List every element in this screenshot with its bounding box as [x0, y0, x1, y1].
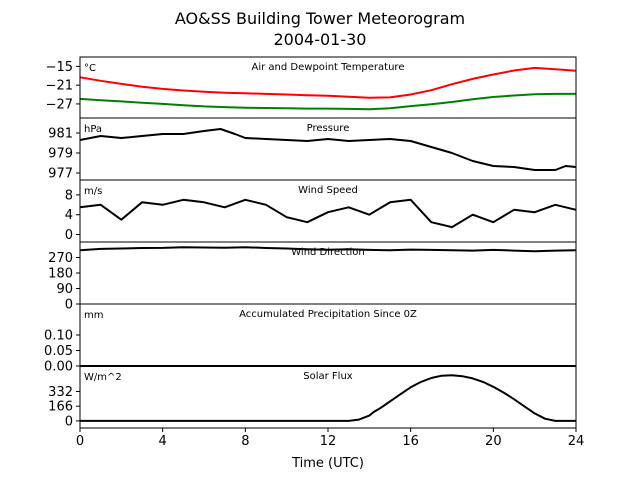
figure-title-line1: AO&SS Building Tower Meteorogram	[175, 9, 465, 28]
x-tick-label-4: 16	[402, 434, 419, 449]
panels-group: −15 −21 −27 °C Air and Dewpoint Temperature 9…	[44, 56, 585, 449]
panel-0-ytick-label-1: −21	[46, 79, 73, 94]
panel-1-ytick-label-2: 977	[48, 167, 73, 182]
panel-2-series-0	[79, 198, 577, 229]
panel-3-title: Wind Direction	[291, 247, 365, 258]
panel-3-ytick-label-2: 90	[56, 282, 73, 297]
panel-2-ytick-label-2: 0	[65, 228, 73, 243]
panel-1-title: Pressure	[307, 123, 350, 134]
panel-2-ytick-label-1: 4	[65, 208, 73, 223]
x-axis-label: Time (UTC)	[291, 456, 364, 471]
panel-0-unit-label: °C	[84, 63, 96, 74]
panel-4: 0.100.050.00 mm Accumulated Precipitation …	[44, 303, 577, 375]
panel-0-ytick-label-0: −15	[46, 60, 73, 75]
panel-2-title: Wind Speed	[298, 185, 358, 196]
x-tick-label-3: 12	[320, 434, 337, 449]
panel-5-ytick-label-0: 332	[48, 385, 73, 400]
panel-5-ytick-label-1: 166	[48, 400, 73, 415]
panel-3-ytick-label-1: 180	[48, 267, 73, 282]
panel-2: 8 4 0 m/s Wind Speed	[65, 179, 577, 243]
panel-2-unit-label: m/s	[84, 186, 102, 197]
panel-1-series-0	[79, 128, 577, 171]
panel-0-ytick-label-2: −27	[46, 97, 73, 112]
figure-title-line2: 2004-01-30	[274, 30, 367, 49]
panel-4-unit-label: mm	[84, 310, 103, 321]
panel-0-title: Air and Dewpoint Temperature	[252, 62, 405, 73]
x-tick-label-6: 24	[568, 434, 585, 449]
x-tick-label-0: 0	[76, 434, 84, 449]
panel-4-ytick-label-2: 0.00	[44, 360, 73, 375]
panel-0: −15 −21 −27 °C Air and Dewpoint Temperature	[46, 56, 577, 119]
panel-4-title: Accumulated Precipitation Since 0Z	[239, 309, 417, 320]
panel-4-ytick-label-0: 0.10	[44, 329, 73, 344]
panel-1-ytick-label-0: 981	[48, 127, 73, 142]
x-tick-label-5: 20	[485, 434, 502, 449]
panel-5-unit-label: W/m^2	[84, 372, 122, 383]
panel-2-ytick-label-0: 8	[65, 188, 73, 203]
panel-3-ytick-label-0: 270	[48, 251, 73, 266]
panel-0-series-1	[79, 92, 576, 111]
panel-4-ytick-label-1: 0.05	[44, 344, 73, 359]
panel-5-series-0	[80, 374, 576, 422]
panel-5-ytick-label-2: 0	[65, 414, 73, 429]
panel-0-series-0	[79, 66, 577, 99]
panel-1: 981 979 977 hPa Pressure	[48, 117, 577, 182]
x-tick-label-2: 8	[241, 434, 249, 449]
panel-3-series-0	[79, 246, 577, 253]
panel-1-unit-label: hPa	[84, 124, 102, 135]
panel-3-ytick-label-3: 0	[65, 298, 73, 313]
x-tick-label-1: 4	[159, 434, 167, 449]
panel-5-title: Solar Flux	[303, 371, 353, 382]
panel-1-ytick-label-1: 979	[48, 147, 73, 162]
